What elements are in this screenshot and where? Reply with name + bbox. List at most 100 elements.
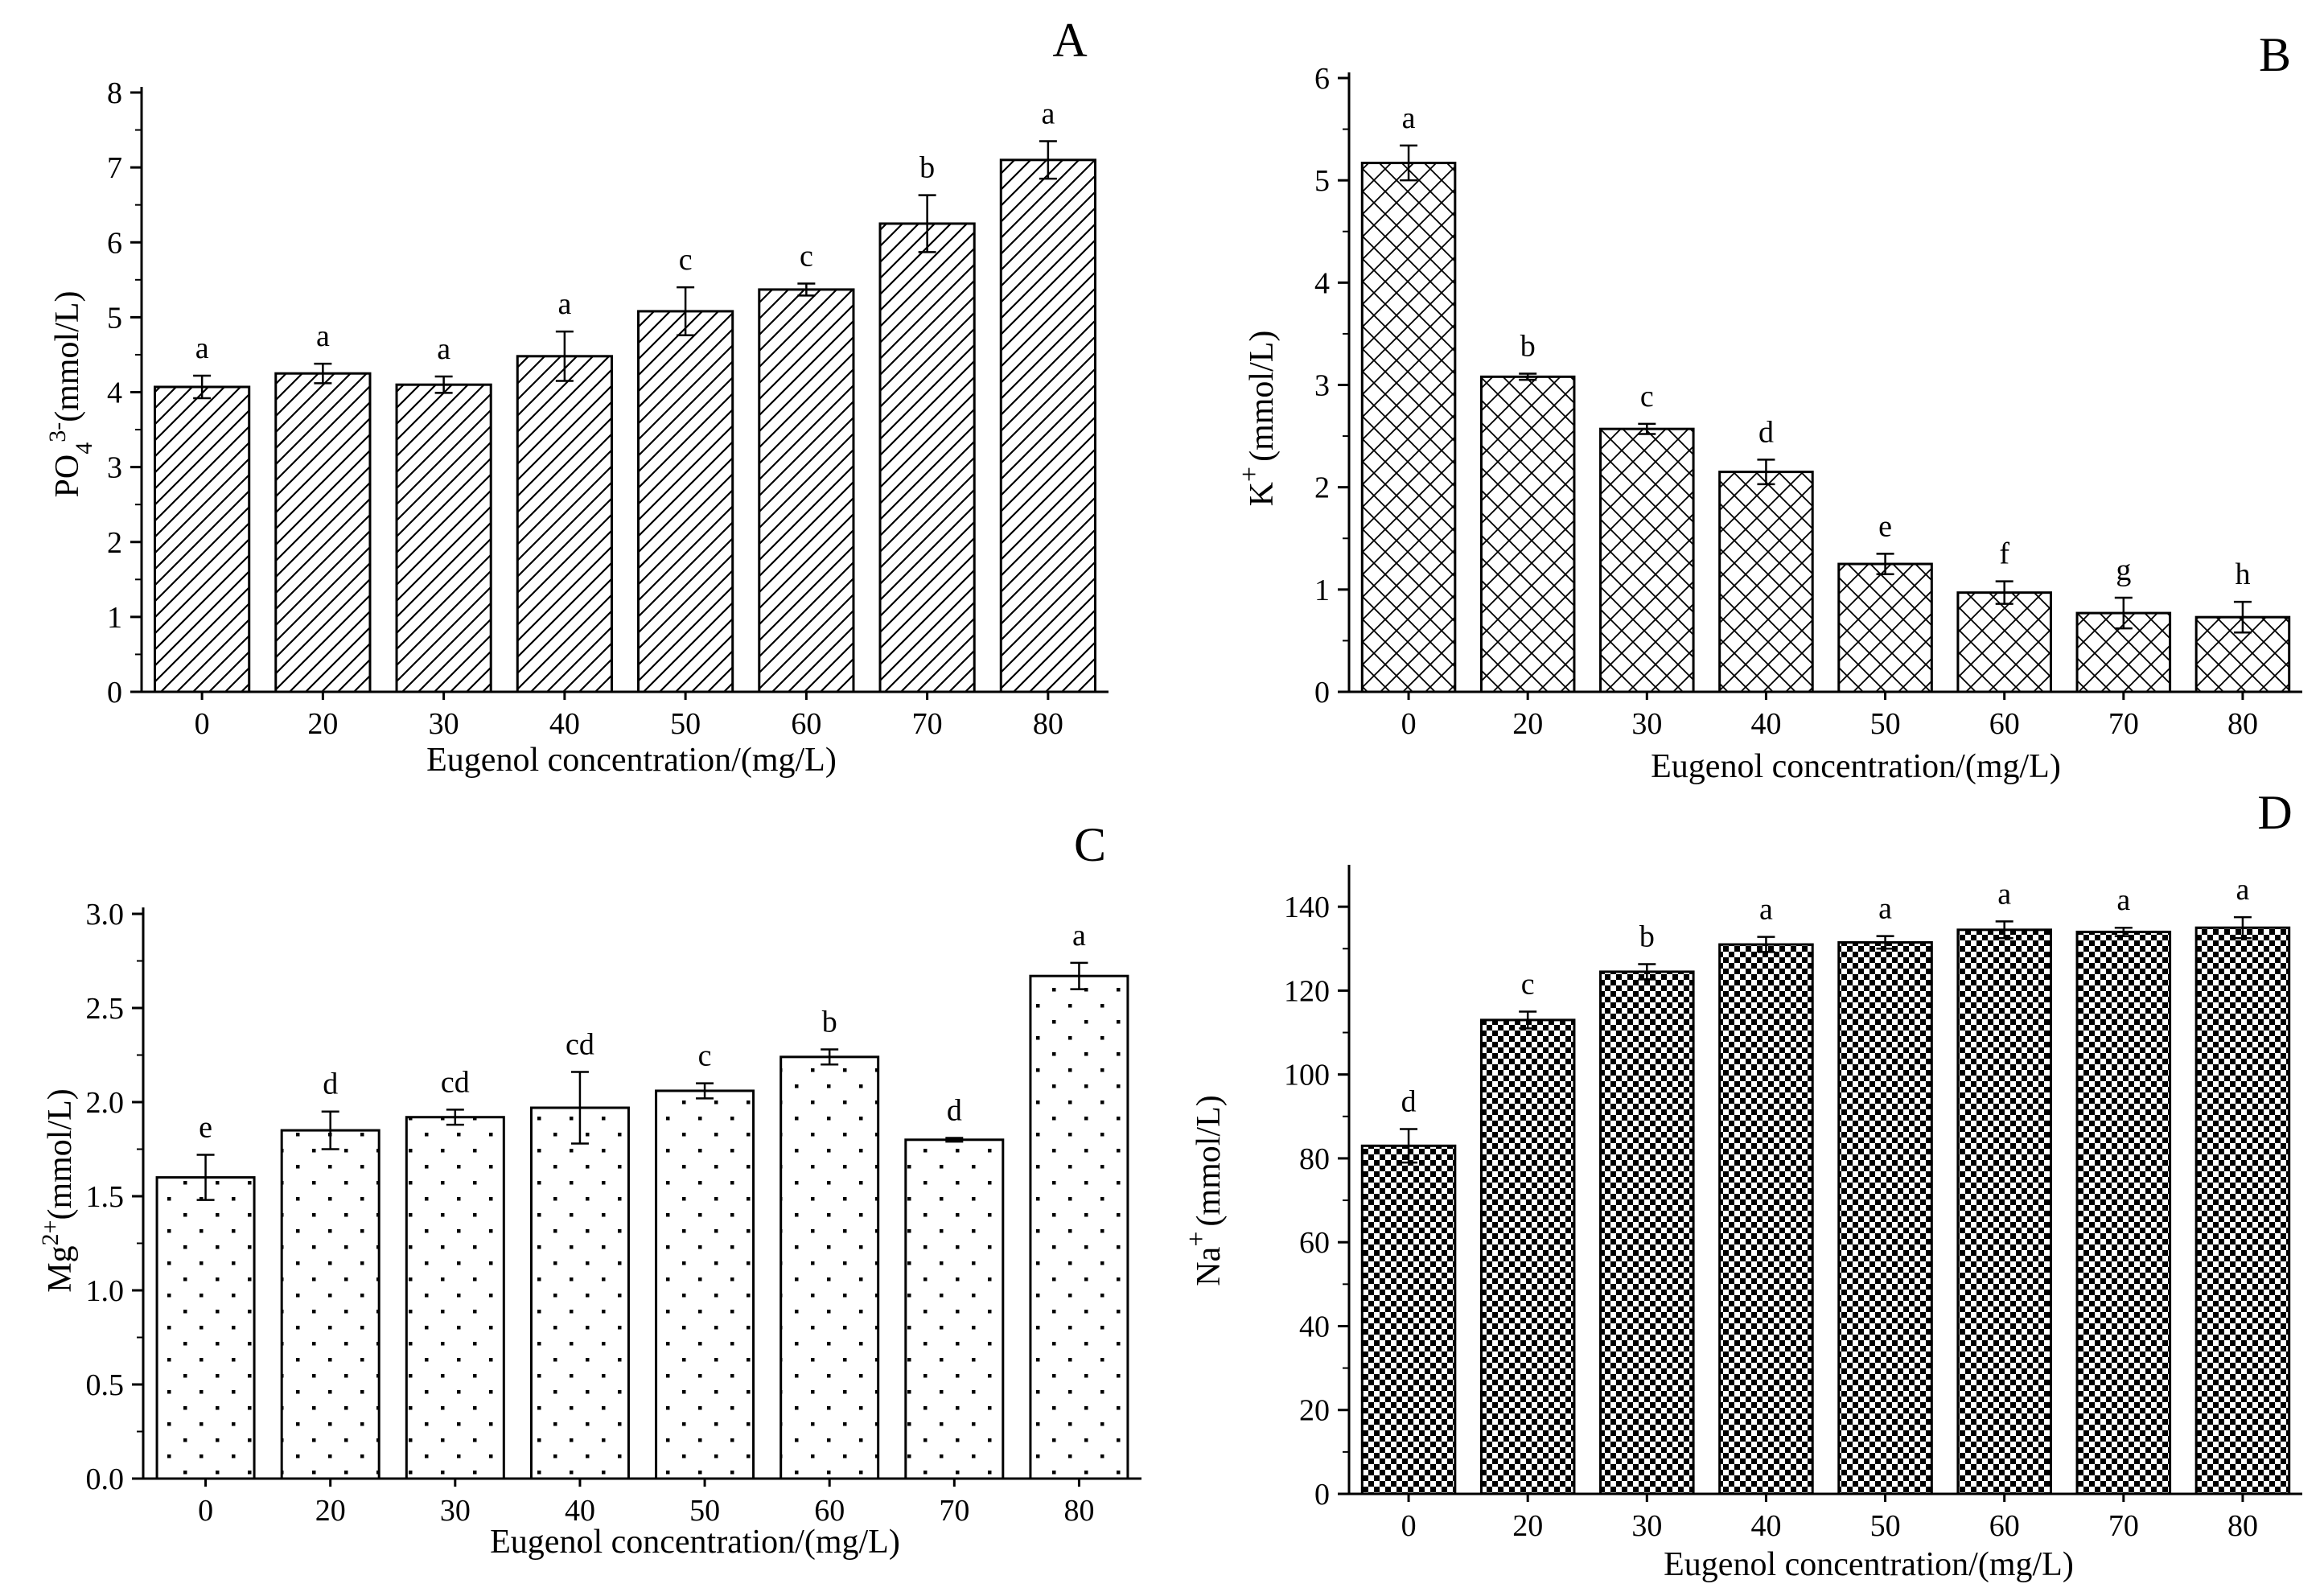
x-tick-label-d: 20 [1512,1509,1543,1543]
significance-label-d: a [2116,883,2130,917]
x-tick-label-a: 20 [307,707,338,741]
bar-b-50 [1837,562,1933,693]
x-tick-label-a: 70 [912,707,943,741]
significance-label-c: cd [566,1028,594,1062]
bar-c-60 [779,1055,880,1480]
x-tick-label-a: 60 [791,707,821,741]
bar-a-0 [154,385,251,693]
bar-a-20 [274,372,372,693]
y-tick-label-a: 1 [107,601,122,635]
y-tick-label-a: 2 [107,526,122,560]
bar-b-0 [1360,162,1457,693]
significance-label-c: d [947,1093,962,1127]
bar-d-20 [1479,1018,1576,1495]
x-tick-label-b: 70 [2108,707,2139,741]
bar-d-70 [2075,930,2172,1495]
x-tick-label-c: 80 [1063,1494,1094,1528]
bar-b-30 [1599,427,1695,693]
significance-label-a: a [1041,97,1055,131]
y-tick-label-b: 4 [1314,266,1330,300]
y-tick-label-d: 100 [1284,1059,1330,1092]
bar-d-40 [1718,943,1814,1495]
panel-label-d: D [2257,786,2292,839]
bar-d-0 [1360,1144,1457,1495]
y-axis-title-d: Na+(mmol/L) [1182,1095,1228,1286]
y-tick-label-c: 2.0 [86,1086,125,1120]
x-tick-label-d: 70 [2108,1509,2139,1543]
bar-a-50 [637,310,734,693]
bar-c-40 [529,1106,630,1480]
x-tick-label-d: 80 [2227,1509,2258,1543]
x-tick-label-b: 80 [2227,707,2258,741]
x-tick-label-a: 30 [429,707,459,741]
bar-a-80 [999,158,1096,693]
significance-label-d: d [1401,1084,1417,1118]
x-tick-label-c: 30 [440,1494,471,1528]
bar-d-60 [1956,928,2052,1495]
significance-label-a: a [557,287,571,321]
significance-label-c: c [698,1039,712,1073]
significance-label-a: c [679,243,693,277]
x-tick-label-c: 60 [814,1494,845,1528]
bar-a-70 [878,222,976,693]
significance-label-b: c [1640,380,1654,413]
x-tick-label-b: 30 [1631,707,1662,741]
panel-label-b: B [2259,28,2291,81]
significance-label-d: a [2236,873,2250,907]
x-tick-label-b: 50 [1870,707,1901,741]
y-tick-label-c: 0.0 [86,1463,125,1496]
y-tick-label-a: 0 [107,676,122,710]
y-axis-title-b: K+(mmol/L) [1235,331,1281,507]
significance-label-d: c [1521,967,1535,1001]
bar-c-0 [155,1176,256,1480]
y-tick-label-d: 40 [1299,1310,1330,1343]
x-axis-title-b: Eugenol concentration/(mg/L) [1651,748,2061,785]
x-axis-title-d: Eugenol concentration/(mg/L) [1664,1546,2074,1583]
x-tick-label-b: 60 [1989,707,2020,741]
significance-label-b: g [2116,553,2131,587]
y-tick-label-d: 80 [1299,1142,1330,1176]
y-axis-title-c: Mg2+(mmol/L) [37,1088,80,1293]
y-tick-label-c: 2.5 [86,992,125,1026]
bar-b-20 [1479,375,1576,693]
y-tick-label-b: 6 [1314,62,1330,96]
significance-label-d: a [1759,893,1773,927]
significance-label-c: a [1072,919,1086,952]
significance-label-b: e [1878,509,1892,543]
significance-label-a: c [800,239,813,273]
y-tick-label-a: 6 [107,226,122,260]
y-tick-label-c: 1.0 [86,1274,125,1308]
x-tick-label-d: 60 [1989,1509,2020,1543]
panel-d: D Eugenol concentration/(mg/L) Na+(mmol/… [1182,786,2302,1583]
y-tick-label-b: 3 [1314,369,1330,403]
x-tick-label-d: 30 [1631,1509,1662,1543]
significance-label-d: b [1639,920,1655,954]
y-tick-label-a: 8 [107,76,122,110]
bar-a-30 [395,383,492,693]
x-tick-label-a: 50 [670,707,701,741]
x-tick-label-a: 80 [1033,707,1063,741]
y-tick-label-d: 60 [1299,1226,1330,1260]
significance-label-a: b [919,151,935,185]
bar-a-60 [758,288,855,693]
x-tick-label-a: 0 [195,707,210,741]
y-axis-title-a: PO43-(mmol/L) [44,290,97,497]
bar-a-40 [516,355,613,693]
y-tick-label-d: 140 [1284,891,1330,924]
x-axis-title-a: Eugenol concentration/(mg/L) [426,742,837,779]
x-tick-label-b: 0 [1401,707,1417,741]
bar-c-30 [405,1116,505,1480]
significance-label-a: a [437,332,450,366]
x-axis-title-c: Eugenol concentration/(mg/L) [490,1524,900,1561]
x-tick-label-b: 40 [1750,707,1781,741]
y-tick-label-b: 5 [1314,164,1330,198]
significance-label-d: a [1878,892,1892,926]
significance-label-d: a [1997,877,2011,911]
y-tick-label-a: 3 [107,451,122,485]
bar-c-50 [655,1089,755,1480]
significance-label-b: a [1402,101,1416,135]
panel-a: A Eugenol concentration/(mg/L) PO43-(mmo… [44,14,1109,779]
bar-b-60 [1956,591,2052,693]
bar-d-30 [1599,970,1695,1495]
